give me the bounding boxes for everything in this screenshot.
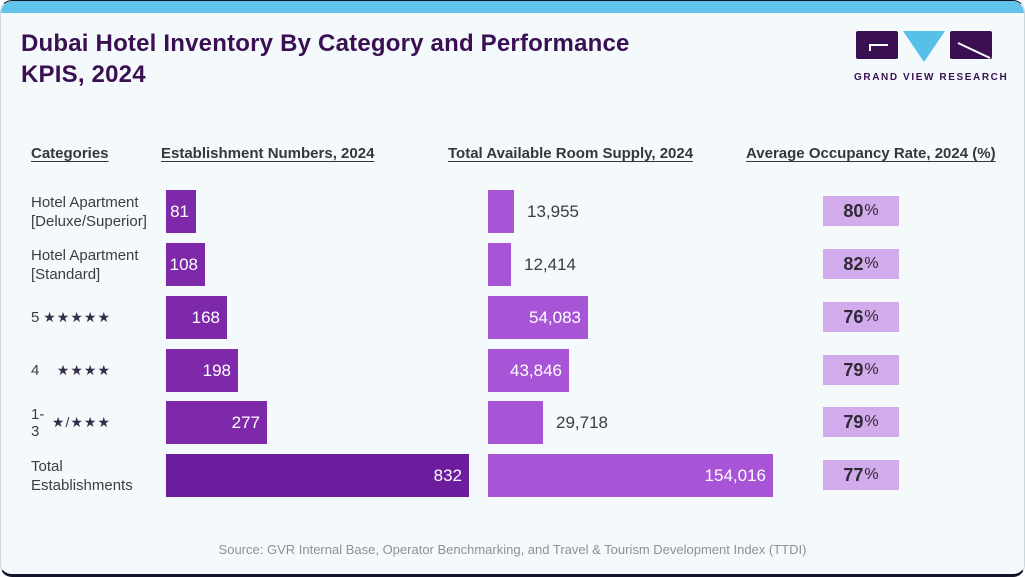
room-supply-value: 12,414 xyxy=(524,254,576,274)
room-supply-value: 54,083 xyxy=(529,307,581,327)
room-supply-bar: 54,083 xyxy=(488,296,588,339)
occupancy-value: 77 xyxy=(843,464,864,485)
page-title-line2: KPIS, 2024 xyxy=(21,61,146,88)
occupancy-badge: 79 % xyxy=(823,407,899,437)
column-header-room-supply: Total Available Room Supply, 2024 xyxy=(448,145,694,162)
accent-top-bar xyxy=(1,1,1024,13)
room-supply-value: 29,718 xyxy=(556,412,608,432)
occupancy-value: 82 xyxy=(843,253,864,274)
star-rating-icon: ★★★★ xyxy=(56,362,111,378)
establishments-value: 277 xyxy=(231,412,260,432)
room-supply-value: 154,016 xyxy=(704,465,766,485)
occupancy-badge: 76 % xyxy=(823,302,899,332)
percent-sign: % xyxy=(864,255,879,272)
establishments-bar: 81 xyxy=(166,190,196,233)
page-title: Dubai Hotel Inventory By Category and Pe… xyxy=(21,28,751,90)
establishments-bar: 108 xyxy=(166,243,205,286)
establishments-bar: 277 xyxy=(166,401,267,444)
room-supply-bar xyxy=(488,190,514,233)
establishments-value: 198 xyxy=(202,360,231,380)
establishments-bar: 168 xyxy=(166,296,227,339)
source-note: Source: GVR Internal Base, Operator Benc… xyxy=(218,542,807,557)
room-supply-value: 13,955 xyxy=(527,201,579,221)
gvr-logo: GRAND VIEW RESEARCH xyxy=(854,30,1009,83)
occupancy-badge: 79 % xyxy=(823,355,899,385)
column-header-occupancy: Average Occupancy Rate, 2024 (%) xyxy=(746,145,996,162)
page-title-line1: Dubai Hotel Inventory By Category and Pe… xyxy=(21,30,630,57)
table-row: Hotel Apartment [Standard] 108 12,414 82… xyxy=(1,243,1024,286)
star-rating-icon: ★/★★★ xyxy=(51,414,111,430)
occupancy-value: 80 xyxy=(843,200,864,221)
category-label: 5 ★★★★★ xyxy=(31,309,111,326)
establishments-bar-total: 832 xyxy=(166,454,469,497)
percent-sign: % xyxy=(864,202,879,219)
gvr-logo-icon xyxy=(856,31,992,62)
percent-sign: % xyxy=(864,466,879,483)
column-header-establishments: Establishment Numbers, 2024 xyxy=(161,145,375,162)
percent-sign: % xyxy=(864,413,879,430)
occupancy-badge: 77 % xyxy=(823,460,899,490)
occupancy-value: 79 xyxy=(843,359,864,380)
room-supply-bar: 43,846 xyxy=(488,349,569,392)
room-supply-value: 43,846 xyxy=(510,360,562,380)
establishments-value: 81 xyxy=(170,201,189,221)
table-row: 4 ★★★★ 198 43,846 79 % xyxy=(1,349,1024,392)
table-row: Hotel Apartment [Deluxe/Superior] 81 13,… xyxy=(1,190,1024,233)
establishments-value: 108 xyxy=(169,254,198,274)
category-label: Hotel Apartment [Deluxe/Superior] xyxy=(31,193,147,230)
occupancy-badge: 80 % xyxy=(823,196,899,226)
establishments-value: 168 xyxy=(191,307,220,327)
category-label: Hotel Apartment [Standard] xyxy=(31,246,139,283)
establishments-value: 832 xyxy=(433,465,462,485)
table-row: 5 ★★★★★ 168 54,083 76 % xyxy=(1,296,1024,339)
establishments-bar: 198 xyxy=(166,349,238,392)
gvr-logo-text: GRAND VIEW RESEARCH xyxy=(854,72,1009,83)
occupancy-value: 76 xyxy=(843,306,864,327)
room-supply-bar xyxy=(488,401,543,444)
table-row-total: Total Establishments 832 154,016 77 % xyxy=(1,454,1024,497)
percent-sign: % xyxy=(864,361,879,378)
star-rating-icon: ★★★★★ xyxy=(43,309,111,325)
category-label: 4 ★★★★ xyxy=(31,362,111,379)
table-row: 1-3 ★/★★★ 277 29,718 79 % xyxy=(1,401,1024,444)
occupancy-value: 79 xyxy=(843,411,864,432)
room-supply-bar-total: 154,016 xyxy=(488,454,773,497)
percent-sign: % xyxy=(864,308,879,325)
column-header-categories: Categories xyxy=(31,145,109,162)
occupancy-badge: 82 % xyxy=(823,249,899,279)
category-label: Total Establishments xyxy=(31,457,133,494)
column-headers: Categories Establishment Numbers, 2024 T… xyxy=(1,145,1024,167)
category-label: 1-3 ★/★★★ xyxy=(31,405,111,440)
room-supply-bar xyxy=(488,243,511,286)
